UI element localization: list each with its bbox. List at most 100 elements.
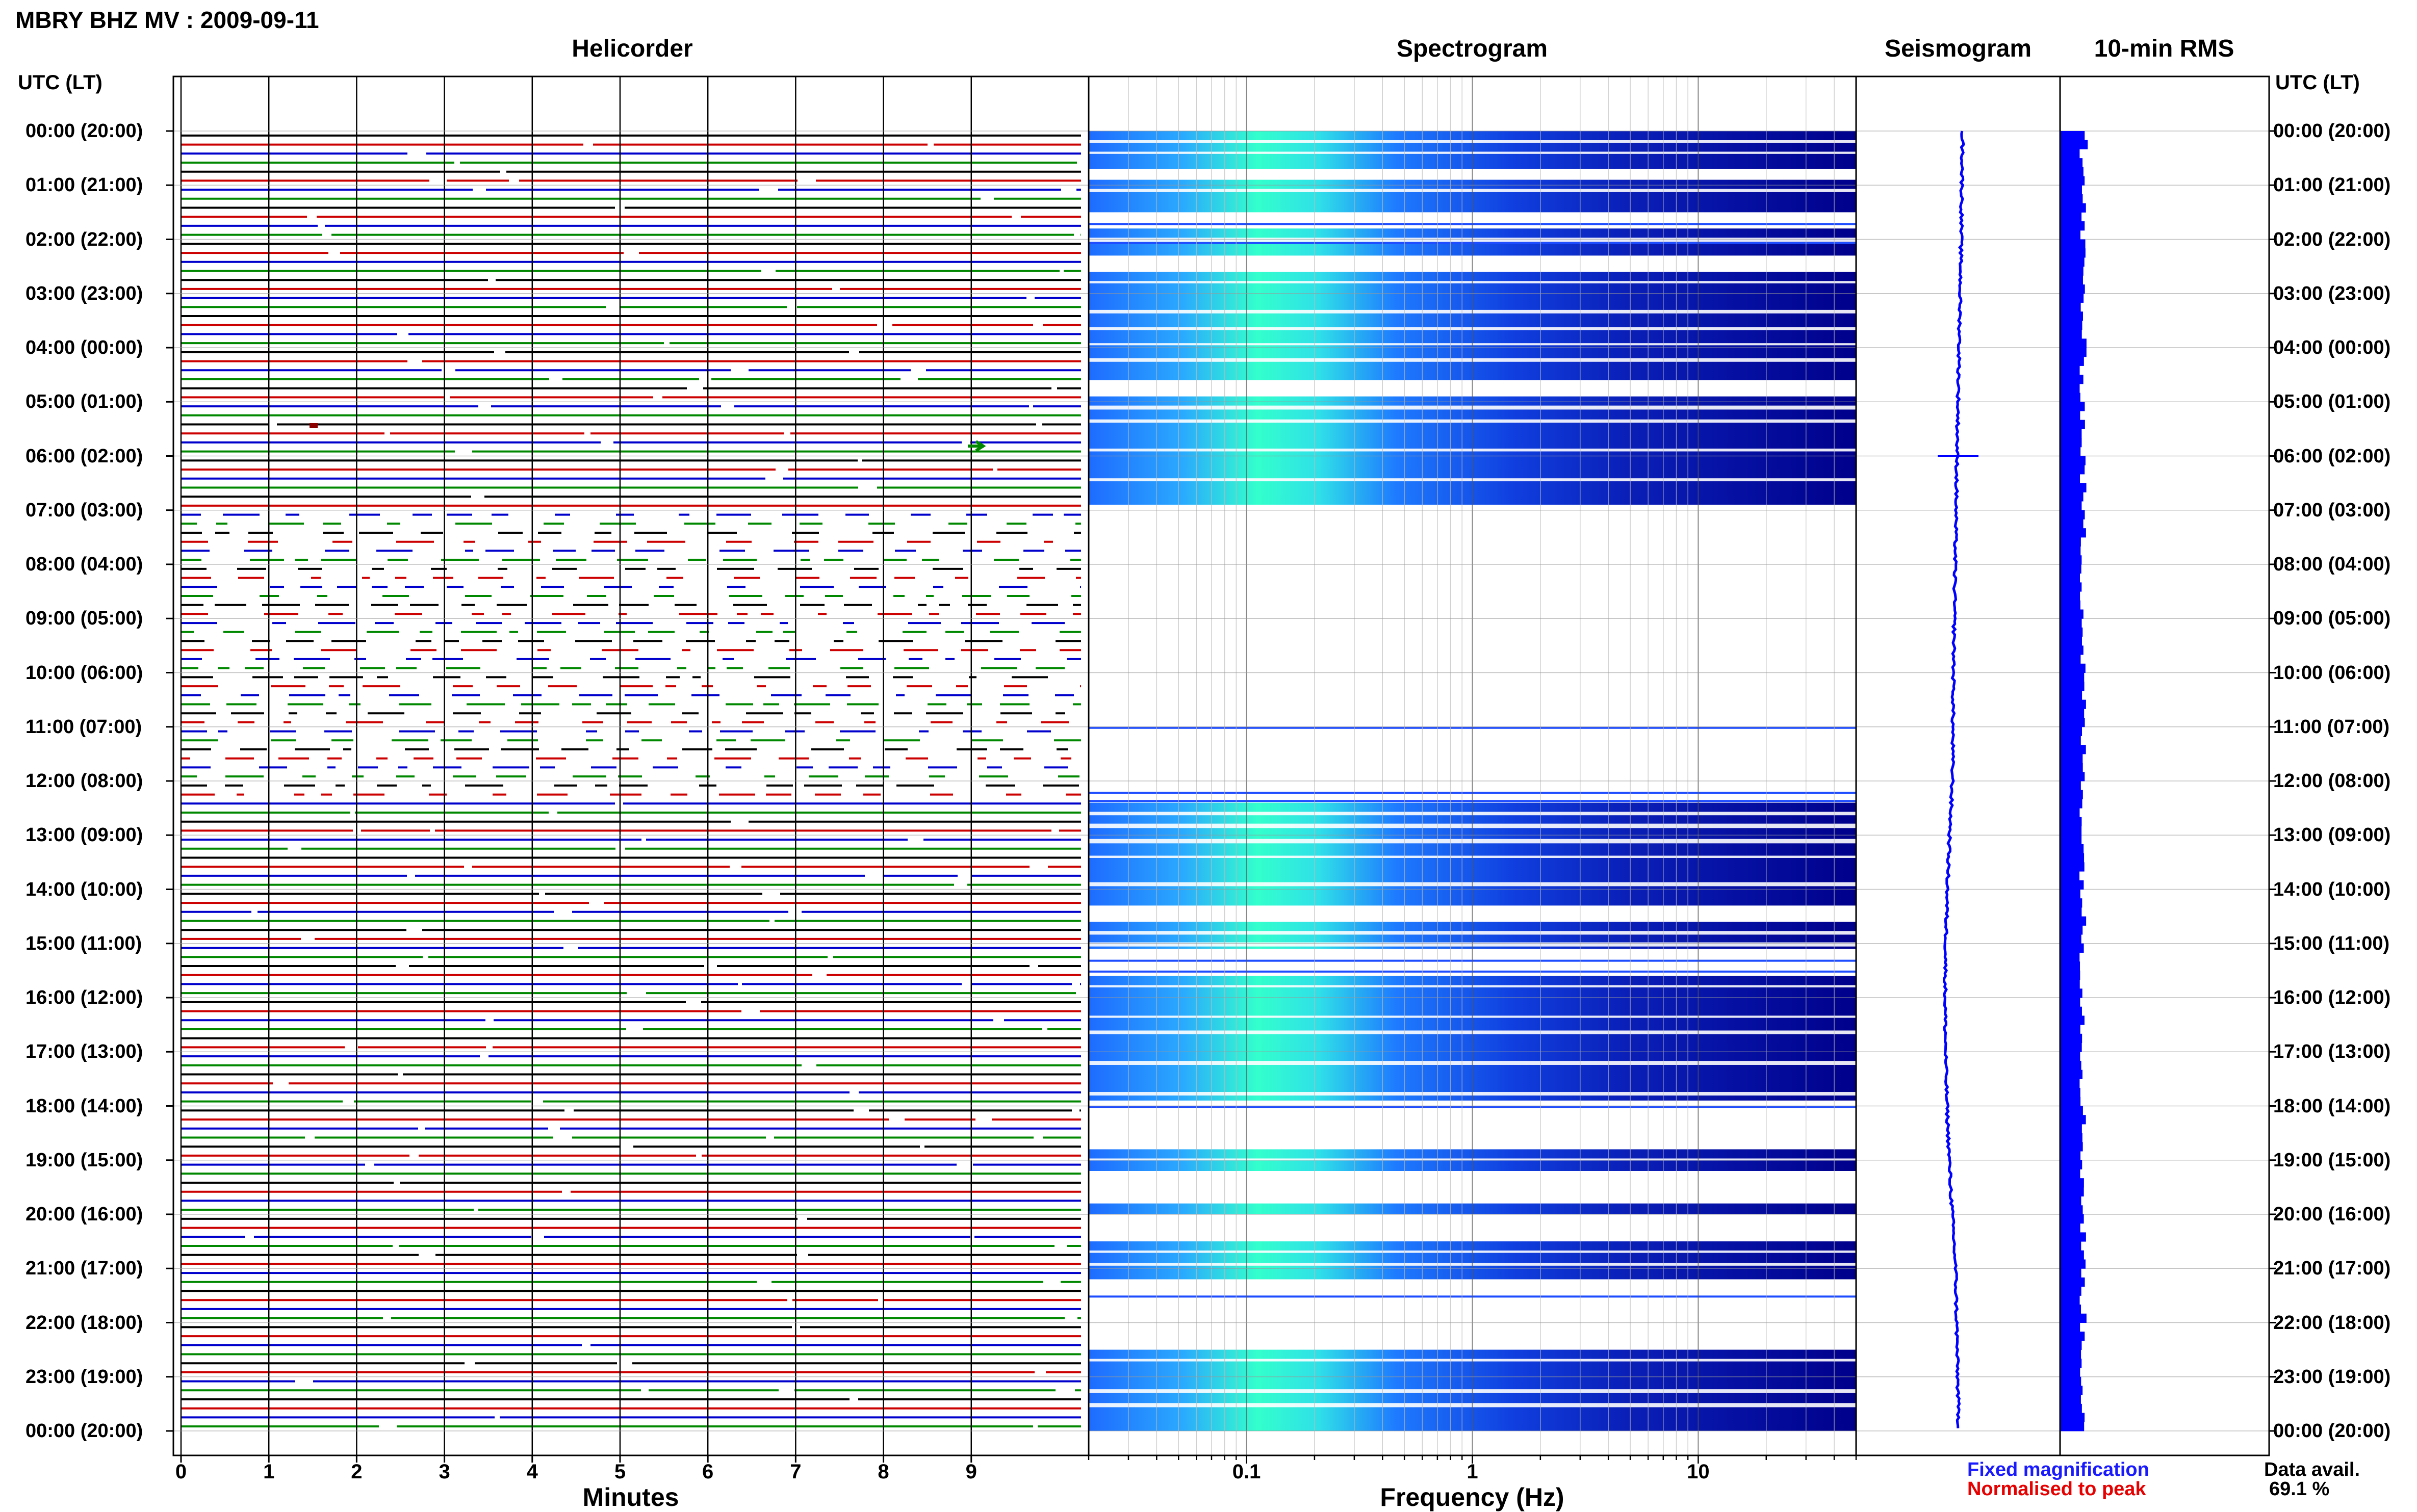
hour-label-left: 10:00 (06:00) <box>25 662 143 684</box>
hour-label-right: 05:00 (01:00) <box>2273 391 2391 413</box>
hour-label-right: 00:00 (20:00) <box>2273 1420 2391 1442</box>
rms-bar <box>2060 375 2084 384</box>
hour-label-right: 07:00 (03:00) <box>2273 499 2391 521</box>
hour-label-left: 00:00 (20:00) <box>25 1420 143 1442</box>
hour-label-right: 14:00 (10:00) <box>2273 878 2391 900</box>
rms-bar <box>2060 555 2082 565</box>
rms-bar <box>2060 293 2084 303</box>
spectrogram-x-axis-title: Frequency (Hz) <box>1380 1483 1564 1511</box>
panel-frame-rms <box>2059 75 2270 1456</box>
helicorder-x-tick-label: 7 <box>790 1461 802 1483</box>
rms-bar <box>2060 1403 2082 1414</box>
rms-bar <box>2060 501 2082 511</box>
rms-bar <box>2060 1368 2080 1377</box>
rms-bar <box>2060 943 2084 953</box>
rms-bar <box>2060 185 2082 195</box>
rms-bar <box>2060 934 2081 944</box>
helicorder-x-tick-label: 4 <box>526 1461 538 1483</box>
rms-bar <box>2060 1151 2081 1161</box>
rms-bar <box>2060 1060 2081 1071</box>
helicorder-event-marker <box>968 440 986 452</box>
rms-bar <box>2060 663 2086 673</box>
rms-bar <box>2060 772 2085 781</box>
rms-bar <box>2060 131 2085 141</box>
rms-bar <box>2060 645 2084 655</box>
rms-bar <box>2060 528 2086 538</box>
hour-label-right: 20:00 (16:00) <box>2273 1204 2391 1225</box>
rms-bar <box>2060 1413 2085 1422</box>
rms-bars <box>2060 131 2088 1431</box>
rms-bar <box>2060 961 2080 971</box>
hour-label-right: 16:00 (12:00) <box>2273 987 2391 1008</box>
rms-bar <box>2060 709 2085 718</box>
helicorder-event-marker <box>310 423 318 428</box>
rms-bar <box>2060 1295 2080 1305</box>
rms-bar <box>2060 1313 2087 1323</box>
rms-bar <box>2060 275 2083 285</box>
rms-bar <box>2060 1268 2081 1278</box>
rms-bar <box>2060 1259 2086 1269</box>
rms-bar <box>2060 383 2080 394</box>
rms-bar <box>2060 447 2081 456</box>
rms-bar <box>2060 140 2088 149</box>
hour-label-right: 08:00 (04:00) <box>2273 554 2391 575</box>
helicorder-x-tick-label: 9 <box>965 1461 977 1483</box>
rms-bar <box>2060 889 2080 899</box>
rms-bar <box>2060 970 2080 980</box>
rms-bar <box>2060 998 2080 1007</box>
rms-bar <box>2060 1250 2084 1260</box>
hour-label-left: 01:00 (21:00) <box>25 174 143 196</box>
rms-bar <box>2060 835 2082 845</box>
rms-bar <box>2060 826 2082 836</box>
rms-bar <box>2060 311 2083 321</box>
rms-bar <box>2060 1006 2082 1016</box>
rms-bar <box>2060 1214 2084 1224</box>
rms-bar <box>2060 1386 2083 1395</box>
rms-bar <box>2060 546 2081 556</box>
rms-bar <box>2060 907 2082 917</box>
rms-bar <box>2060 988 2082 998</box>
hour-label-right: 09:00 (05:00) <box>2273 608 2391 630</box>
rms-bar <box>2060 176 2085 186</box>
rms-bar <box>2060 898 2082 908</box>
helicorder-x-tick-label: 0 <box>175 1461 187 1483</box>
rms-bar <box>2060 880 2084 890</box>
rms-bar <box>2060 672 2085 682</box>
hour-label-right: 21:00 (17:00) <box>2273 1258 2391 1280</box>
rms-bar <box>2060 1277 2085 1287</box>
rms-bar <box>2060 1422 2085 1431</box>
rms-bar <box>2060 230 2080 240</box>
rms-bar <box>2060 1169 2080 1179</box>
rms-bar <box>2060 1142 2083 1152</box>
seismogram-trace <box>1938 131 1978 1428</box>
rms-bar <box>2060 420 2085 429</box>
rms-bar <box>2060 591 2080 601</box>
hour-label-right: 00:00 (20:00) <box>2273 120 2391 142</box>
hour-label-left: 08:00 (04:00) <box>25 554 143 575</box>
spectrogram-title: Spectrogram <box>1396 35 1548 62</box>
rms-bar <box>2060 366 2080 375</box>
hour-label-left: 13:00 (09:00) <box>25 824 143 846</box>
helicorder-x-tick-label: 5 <box>614 1461 626 1483</box>
hour-label-left: 02:00 (22:00) <box>25 228 143 250</box>
hour-gridlines <box>166 130 2276 1432</box>
rms-title: 10-min RMS <box>2094 35 2234 62</box>
hour-label-right: 01:00 (21:00) <box>2273 174 2391 196</box>
rms-bar <box>2060 600 2080 610</box>
right-axis-header: UTC (LT) <box>2275 71 2360 94</box>
rms-bar <box>2060 203 2086 213</box>
rms-bar <box>2060 1160 2082 1169</box>
rms-bar <box>2060 410 2080 421</box>
helicorder-x-tick-label: 1 <box>263 1461 275 1483</box>
rms-bar <box>2060 266 2084 276</box>
hour-label-left: 19:00 (15:00) <box>25 1149 143 1171</box>
helicorder-x-tick-label: 8 <box>878 1461 889 1483</box>
rms-bar <box>2060 808 2080 818</box>
rms-bar <box>2060 952 2080 962</box>
spectrogram-x-tick-label: 0.1 <box>1232 1461 1261 1483</box>
rms-bar <box>2060 1305 2081 1314</box>
rms-bar <box>2060 194 2083 204</box>
rms-bar <box>2060 510 2085 519</box>
helicorder-x-tick-label: 6 <box>702 1461 714 1483</box>
